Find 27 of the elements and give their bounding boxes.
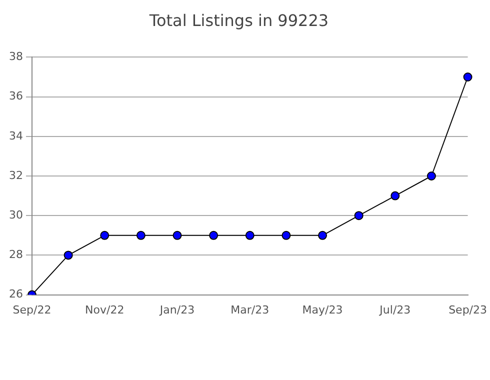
y-tick-label: 36: [8, 90, 23, 103]
point: [354, 211, 364, 220]
x-tick-label: Jul/23: [378, 303, 411, 316]
y-tick-label: 34: [8, 129, 23, 142]
chart-title: Total Listings in 99223: [148, 10, 329, 30]
point: [172, 230, 182, 240]
point: [136, 230, 146, 240]
point: [390, 191, 400, 200]
y-tick-label: 32: [8, 168, 23, 182]
point: [100, 230, 110, 240]
x-tick-label: Jan/23: [158, 303, 195, 316]
x-tick-label: Mar/23: [230, 303, 270, 316]
y-tick-label: 28: [8, 248, 23, 262]
y-tick-label: 26: [8, 288, 23, 301]
x-tick-label: Sep/23: [448, 303, 487, 316]
point: [209, 230, 218, 240]
point: [282, 230, 291, 240]
x-tick-label: Sep/22: [12, 303, 52, 316]
y-tick-label: 38: [8, 50, 23, 64]
point: [64, 250, 73, 260]
point: [318, 230, 328, 240]
x-tick-label: May/23: [302, 303, 343, 316]
point: [426, 172, 436, 180]
x-tick-label: Nov/22: [85, 303, 124, 316]
y-tick-label: 30: [8, 208, 23, 222]
point: [463, 72, 472, 82]
point: [245, 230, 254, 240]
